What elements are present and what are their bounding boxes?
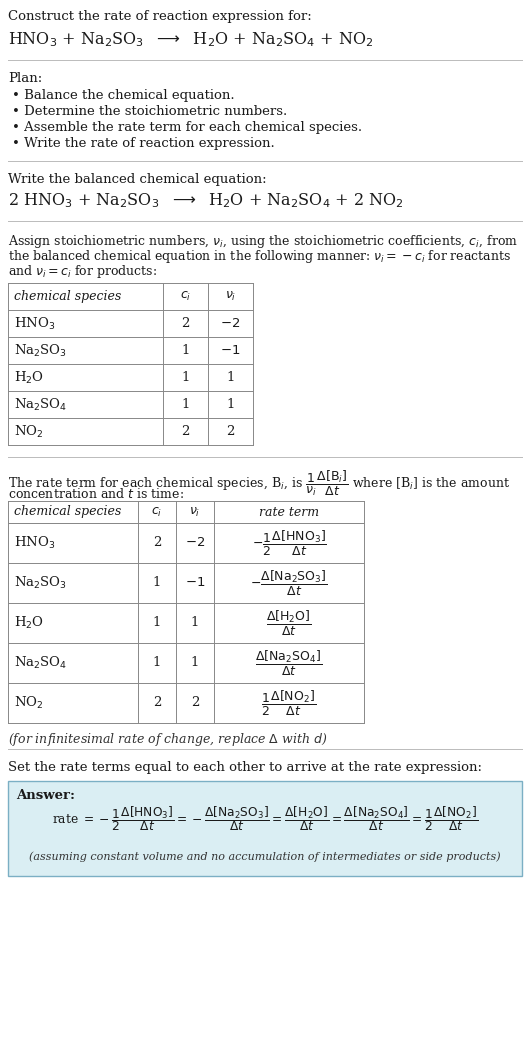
Text: 1: 1 — [181, 371, 190, 384]
Text: 2: 2 — [226, 425, 235, 438]
Text: Construct the rate of reaction expression for:: Construct the rate of reaction expressio… — [8, 10, 312, 23]
Text: $-\dfrac{1}{2}\dfrac{\Delta[\mathrm{HNO_3}]}{\Delta t}$: $-\dfrac{1}{2}\dfrac{\Delta[\mathrm{HNO_… — [252, 528, 326, 558]
Text: $c_i$: $c_i$ — [152, 505, 163, 519]
Text: 1: 1 — [153, 576, 161, 590]
Text: 1: 1 — [181, 344, 190, 357]
Text: NO$_2$: NO$_2$ — [14, 695, 43, 711]
Text: 2 HNO$_3$ + Na$_2$SO$_3$  $\longrightarrow$  H$_2$O + Na$_2$SO$_4$ + 2 NO$_2$: 2 HNO$_3$ + Na$_2$SO$_3$ $\longrightarro… — [8, 191, 404, 209]
Text: Plan:: Plan: — [8, 72, 42, 85]
Text: and $\nu_i = c_i$ for products:: and $\nu_i = c_i$ for products: — [8, 263, 157, 280]
Bar — [8, 283, 253, 445]
Text: 1: 1 — [191, 616, 199, 630]
Text: 2: 2 — [181, 317, 190, 329]
Text: $\nu_i$: $\nu_i$ — [225, 290, 236, 303]
Bar — [8, 781, 522, 876]
Text: $\dfrac{\Delta[\mathrm{H_2O}]}{\Delta t}$: $\dfrac{\Delta[\mathrm{H_2O}]}{\Delta t}… — [266, 609, 312, 637]
Text: • Assemble the rate term for each chemical species.: • Assemble the rate term for each chemic… — [12, 121, 362, 134]
Text: The rate term for each chemical species, B$_i$, is $\dfrac{1}{\nu_i}\dfrac{\Delt: The rate term for each chemical species,… — [8, 469, 510, 498]
Text: HNO$_3$ + Na$_2$SO$_3$  $\longrightarrow$  H$_2$O + Na$_2$SO$_4$ + NO$_2$: HNO$_3$ + Na$_2$SO$_3$ $\longrightarrow$… — [8, 30, 373, 49]
Text: H$_2$O: H$_2$O — [14, 369, 44, 386]
Text: $-2$: $-2$ — [220, 317, 241, 329]
Text: rate term: rate term — [259, 505, 319, 519]
Text: HNO$_3$: HNO$_3$ — [14, 316, 55, 332]
Text: 1: 1 — [226, 371, 235, 384]
Text: • Determine the stoichiometric numbers.: • Determine the stoichiometric numbers. — [12, 105, 287, 118]
Text: chemical species: chemical species — [14, 290, 121, 303]
Text: Na$_2$SO$_3$: Na$_2$SO$_3$ — [14, 575, 67, 591]
Text: $\dfrac{1}{2}\dfrac{\Delta[\mathrm{NO_2}]}{\Delta t}$: $\dfrac{1}{2}\dfrac{\Delta[\mathrm{NO_2}… — [261, 688, 316, 718]
Text: concentration and $t$ is time:: concentration and $t$ is time: — [8, 487, 184, 501]
Text: Na$_2$SO$_3$: Na$_2$SO$_3$ — [14, 342, 67, 359]
Text: $\nu_i$: $\nu_i$ — [189, 505, 201, 519]
Text: 1: 1 — [226, 397, 235, 411]
Text: 2: 2 — [153, 537, 161, 549]
Text: $-2$: $-2$ — [185, 537, 205, 549]
Text: 2: 2 — [191, 697, 199, 709]
Text: Set the rate terms equal to each other to arrive at the rate expression:: Set the rate terms equal to each other t… — [8, 761, 482, 774]
Text: 1: 1 — [153, 657, 161, 669]
Text: NO$_2$: NO$_2$ — [14, 424, 43, 439]
Text: • Balance the chemical equation.: • Balance the chemical equation. — [12, 89, 235, 103]
Text: Na$_2$SO$_4$: Na$_2$SO$_4$ — [14, 655, 67, 672]
Text: (assuming constant volume and no accumulation of intermediates or side products): (assuming constant volume and no accumul… — [29, 851, 501, 862]
Text: $-1$: $-1$ — [185, 576, 205, 590]
Text: (for infinitesimal rate of change, replace $\Delta$ with $d$): (for infinitesimal rate of change, repla… — [8, 731, 328, 748]
Text: chemical species: chemical species — [14, 505, 121, 519]
Text: Write the balanced chemical equation:: Write the balanced chemical equation: — [8, 173, 267, 186]
Text: $-1$: $-1$ — [220, 344, 241, 357]
Text: Answer:: Answer: — [16, 789, 75, 802]
Text: 1: 1 — [191, 657, 199, 669]
Text: 2: 2 — [181, 425, 190, 438]
Text: $-\dfrac{\Delta[\mathrm{Na_2SO_3}]}{\Delta t}$: $-\dfrac{\Delta[\mathrm{Na_2SO_3}]}{\Del… — [250, 568, 328, 597]
Bar — [8, 501, 364, 723]
Text: rate $= -\dfrac{1}{2}\dfrac{\Delta[\mathrm{HNO_3}]}{\Delta t} = -\dfrac{\Delta[\: rate $= -\dfrac{1}{2}\dfrac{\Delta[\math… — [52, 804, 478, 834]
Text: 1: 1 — [181, 397, 190, 411]
Text: $\dfrac{\Delta[\mathrm{Na_2SO_4}]}{\Delta t}$: $\dfrac{\Delta[\mathrm{Na_2SO_4}]}{\Delt… — [255, 649, 323, 678]
Text: HNO$_3$: HNO$_3$ — [14, 535, 55, 551]
Text: 2: 2 — [153, 697, 161, 709]
Text: $c_i$: $c_i$ — [180, 290, 191, 303]
Text: H$_2$O: H$_2$O — [14, 615, 44, 631]
Text: Assign stoichiometric numbers, $\nu_i$, using the stoichiometric coefficients, $: Assign stoichiometric numbers, $\nu_i$, … — [8, 233, 518, 250]
Text: Na$_2$SO$_4$: Na$_2$SO$_4$ — [14, 396, 67, 412]
Text: • Write the rate of reaction expression.: • Write the rate of reaction expression. — [12, 137, 275, 150]
Text: 1: 1 — [153, 616, 161, 630]
Text: the balanced chemical equation in the following manner: $\nu_i = -c_i$ for react: the balanced chemical equation in the fo… — [8, 248, 511, 265]
